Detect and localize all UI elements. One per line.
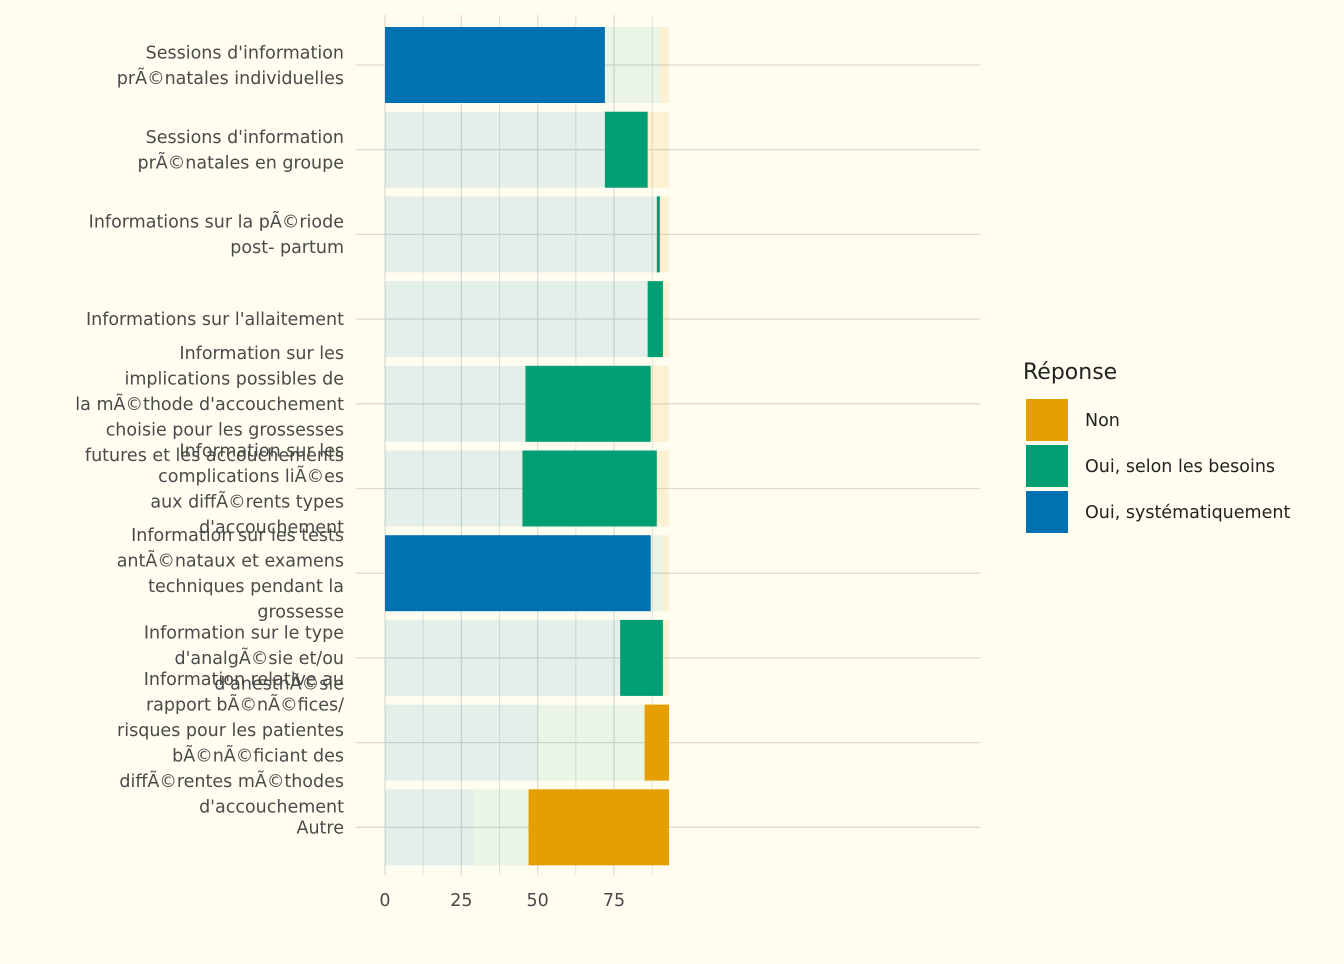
x-tick-label: 0 <box>379 891 390 911</box>
bar-segment <box>659 27 670 103</box>
legend-label: Oui, selon les besoins <box>1085 457 1275 477</box>
bar-segment <box>656 450 670 527</box>
legend-swatch <box>1026 399 1068 441</box>
bar-segment <box>604 27 660 103</box>
category-label: Autre <box>296 818 344 838</box>
bar-segment-highlight <box>385 535 651 612</box>
category-label: Information sur les tests antÃ©nataux et … <box>117 526 344 623</box>
bar-segment-highlight <box>525 365 651 442</box>
legend-swatch <box>1026 491 1068 533</box>
bar-segment <box>662 535 670 612</box>
category-label: Information sur les complications liÃ©es a… <box>150 441 344 538</box>
bar-segment-highlight <box>604 111 648 188</box>
bar-segment-highlight <box>620 619 663 696</box>
bar-segment <box>473 789 529 866</box>
x-tick-label: 25 <box>450 891 472 911</box>
bar-segment-highlight <box>644 704 670 781</box>
bar-segment <box>385 619 621 696</box>
category-label: Information sur les implications possible… <box>75 344 344 466</box>
bar-segment <box>385 450 523 527</box>
bar-segment <box>537 704 645 781</box>
legend-label: Oui, systématiquement <box>1085 503 1290 523</box>
bar-segment-highlight <box>528 789 670 866</box>
bar-segment <box>659 196 670 273</box>
legend-label: Non <box>1085 411 1120 431</box>
category-label: Information sur le type d'analgÃ©sie et/o… <box>144 623 344 694</box>
x-tick-label: 50 <box>527 891 549 911</box>
bar-segment <box>385 196 657 273</box>
bar-segment <box>385 281 648 358</box>
legend-swatch <box>1026 445 1068 487</box>
category-label: Sessions d'information prÃ©natales en gro… <box>138 128 345 174</box>
category-label: Information relative au rapport bÃ©nÃ©fic… <box>117 670 344 818</box>
bar-segment-highlight <box>656 196 660 273</box>
bar-segment <box>647 111 670 188</box>
bar-segment <box>650 535 663 612</box>
bar-segment <box>385 789 474 866</box>
bar-segment-highlight <box>385 27 605 103</box>
x-tick-label: 75 <box>603 891 625 911</box>
bar-segment <box>385 704 538 781</box>
bar-segment <box>662 281 670 358</box>
category-label: Sessions d'information prÃ©natales indivi… <box>117 43 344 89</box>
bar-segment <box>662 619 670 696</box>
category-label: Informations sur l'allaitement <box>86 310 344 330</box>
bar-segment <box>385 365 526 442</box>
bar-segment <box>650 365 670 442</box>
legend-title: Réponse <box>1023 360 1117 385</box>
bar-segment-highlight <box>647 281 663 358</box>
category-label: Informations sur la pÃ©riode post- partum <box>89 211 344 259</box>
bar-segment-highlight <box>522 450 657 527</box>
bar-segment <box>385 111 605 188</box>
